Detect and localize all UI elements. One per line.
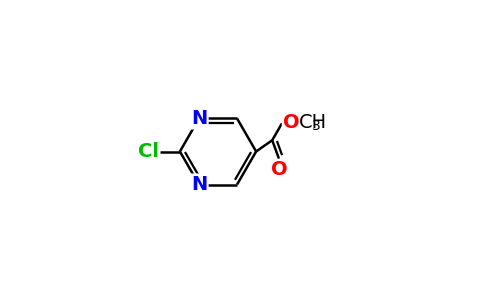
Text: Cl: Cl: [138, 142, 159, 161]
Text: 3: 3: [312, 119, 320, 134]
Text: O: O: [271, 160, 287, 179]
Text: CH: CH: [300, 113, 328, 132]
Text: N: N: [191, 175, 207, 194]
Text: N: N: [191, 109, 207, 128]
Text: O: O: [283, 113, 300, 132]
